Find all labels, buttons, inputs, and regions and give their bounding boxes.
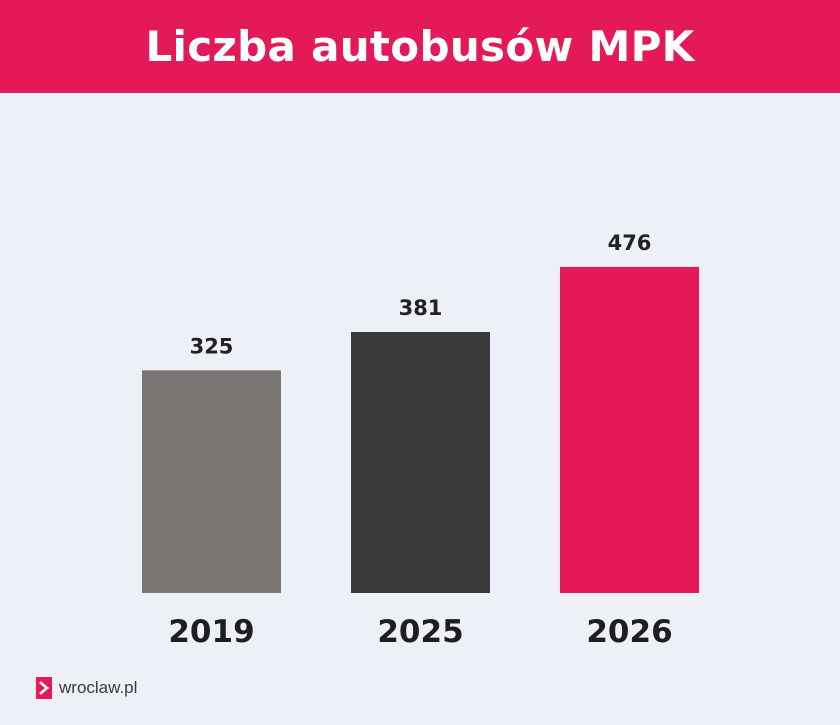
bar-2025 <box>351 332 490 593</box>
x-tick-label-2025: 2025 <box>377 614 463 650</box>
value-label-2019: 325 <box>190 334 234 358</box>
x-tick-label-2026: 2026 <box>586 614 672 650</box>
chevron-right-icon <box>36 677 52 699</box>
bar-2026 <box>560 266 699 593</box>
bar-chart: 325 2019 381 2025 476 2026 <box>142 231 699 650</box>
chart-title: Liczba autobusów MPK <box>145 22 695 71</box>
value-label-2026: 476 <box>608 231 652 255</box>
x-tick-label-2019: 2019 <box>168 614 254 650</box>
footer-logo[interactable]: wroclaw.pl <box>36 677 137 699</box>
title-banner: Liczba autobusów MPK <box>0 0 840 93</box>
bar-2019 <box>142 370 281 593</box>
site-name[interactable]: wroclaw.pl <box>59 678 138 697</box>
value-label-2025: 381 <box>399 296 443 320</box>
